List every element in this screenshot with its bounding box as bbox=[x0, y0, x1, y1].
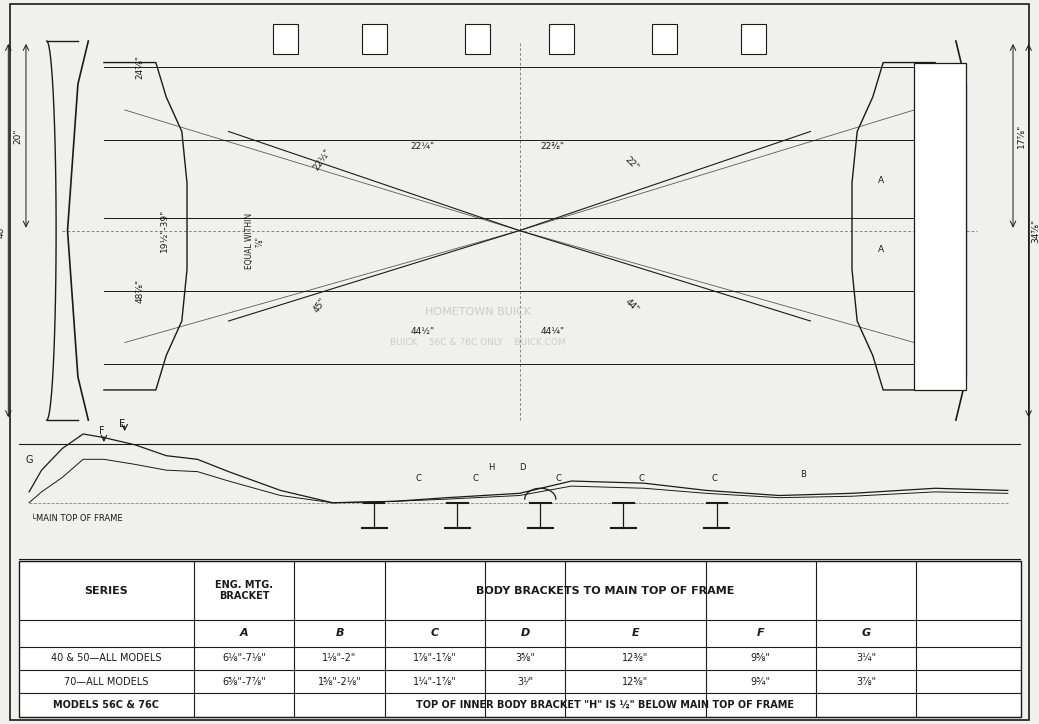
Text: 20": 20" bbox=[14, 128, 22, 143]
Text: 6⅝"-7⅞": 6⅝"-7⅞" bbox=[222, 677, 266, 687]
Text: 1⅛"-2": 1⅛"-2" bbox=[322, 653, 356, 663]
Bar bbox=[652, 24, 677, 54]
Text: F: F bbox=[99, 426, 104, 436]
Text: 12⅜": 12⅜" bbox=[622, 653, 648, 663]
Text: 1⅝"-2⅛": 1⅝"-2⅛" bbox=[318, 677, 362, 687]
Text: HOMETOWN BUICK: HOMETOWN BUICK bbox=[425, 308, 531, 317]
Text: EQUAL WITHIN
⅞": EQUAL WITHIN ⅞" bbox=[245, 214, 264, 269]
Text: F: F bbox=[756, 628, 765, 639]
Text: 48⅞": 48⅞" bbox=[136, 279, 144, 303]
Text: C: C bbox=[473, 474, 479, 483]
Text: D: D bbox=[520, 463, 526, 472]
Text: 9¾": 9¾" bbox=[750, 677, 771, 687]
Text: BUICK    56C & 76C ONLY    BUICK.COM: BUICK 56C & 76C ONLY BUICK.COM bbox=[390, 338, 566, 347]
Text: TOP OF INNER BODY BRACKET "H" IS ½" BELOW MAIN TOP OF FRAME: TOP OF INNER BODY BRACKET "H" IS ½" BELO… bbox=[417, 700, 794, 710]
Text: MODELS 56C & 76C: MODELS 56C & 76C bbox=[53, 700, 159, 710]
Text: C: C bbox=[639, 474, 645, 483]
Text: A: A bbox=[878, 245, 884, 254]
Text: A: A bbox=[878, 176, 884, 185]
Text: B: B bbox=[800, 471, 806, 479]
Text: C: C bbox=[712, 474, 718, 483]
Text: 3⅟": 3⅟" bbox=[517, 677, 533, 687]
Text: 22⅜": 22⅜" bbox=[540, 142, 564, 151]
Text: 3⅝": 3⅝" bbox=[515, 653, 535, 663]
Text: 45": 45" bbox=[312, 297, 328, 314]
Text: ENG. MTG.
BRACKET: ENG. MTG. BRACKET bbox=[215, 580, 273, 602]
Text: A: A bbox=[240, 628, 248, 639]
Text: 44½": 44½" bbox=[410, 327, 434, 336]
Text: 1¼"-1⅞": 1¼"-1⅞" bbox=[412, 677, 457, 687]
Text: 19½"-39": 19½"-39" bbox=[160, 209, 168, 252]
Text: 70—ALL MODELS: 70—ALL MODELS bbox=[64, 677, 149, 687]
Text: 22½": 22½" bbox=[312, 147, 332, 172]
Text: 6⅛"-7⅛": 6⅛"-7⅛" bbox=[222, 653, 266, 663]
Text: E: E bbox=[632, 628, 639, 639]
Text: B: B bbox=[336, 628, 344, 639]
Text: 24⅞": 24⅞" bbox=[136, 55, 144, 79]
Text: └MAIN TOP OF FRAME: └MAIN TOP OF FRAME bbox=[31, 514, 123, 523]
Bar bbox=[914, 62, 966, 390]
Text: 1⅞"-1⅞": 1⅞"-1⅞" bbox=[412, 653, 457, 663]
Text: 12⅝": 12⅝" bbox=[622, 677, 648, 687]
Text: 44¼": 44¼" bbox=[540, 327, 564, 336]
Bar bbox=[741, 24, 766, 54]
Text: 3¼": 3¼" bbox=[856, 653, 876, 663]
Text: 40 & 50—ALL MODELS: 40 & 50—ALL MODELS bbox=[51, 653, 162, 663]
Text: G: G bbox=[26, 455, 33, 465]
Text: 40": 40" bbox=[0, 223, 5, 238]
Text: 44": 44" bbox=[623, 297, 641, 314]
Text: SERIES: SERIES bbox=[84, 586, 128, 596]
Text: D: D bbox=[521, 628, 530, 639]
Bar bbox=[549, 24, 574, 54]
Bar bbox=[273, 24, 298, 54]
Text: 9⅝": 9⅝" bbox=[750, 653, 771, 663]
Text: E: E bbox=[119, 418, 126, 429]
Text: 17⅞": 17⅞" bbox=[1017, 124, 1025, 148]
Text: C: C bbox=[556, 474, 562, 483]
Bar bbox=[19, 561, 1021, 717]
Text: 34⅞": 34⅞" bbox=[1032, 219, 1039, 243]
Text: 22¼": 22¼" bbox=[410, 142, 434, 151]
Text: H: H bbox=[488, 463, 495, 472]
Bar bbox=[465, 24, 490, 54]
Text: BODY BRACKETS TO MAIN TOP OF FRAME: BODY BRACKETS TO MAIN TOP OF FRAME bbox=[476, 586, 735, 596]
Text: C: C bbox=[416, 474, 422, 483]
Bar bbox=[362, 24, 387, 54]
Text: 3⅞": 3⅞" bbox=[856, 677, 876, 687]
Text: G: G bbox=[861, 628, 871, 639]
Text: C: C bbox=[431, 628, 438, 639]
Text: 22": 22" bbox=[623, 155, 641, 172]
